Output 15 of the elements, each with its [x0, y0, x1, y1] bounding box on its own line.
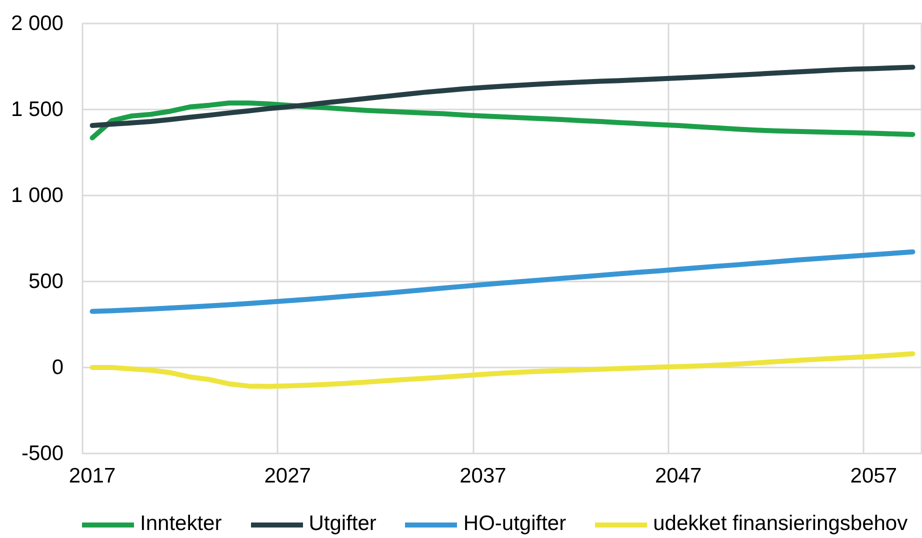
x-tick-label: 2027	[264, 464, 311, 488]
y-tick-label: -500	[21, 442, 64, 465]
y-tick-label: 500	[28, 270, 64, 293]
x-tick-label: 2017	[68, 464, 116, 488]
y-tick-label: 0	[52, 356, 64, 379]
y-tick-label: 1 500	[10, 98, 64, 121]
y-tick-label: 1 000	[10, 184, 64, 207]
legend-label: Utgifter	[308, 512, 376, 536]
legend-label: Inntekter	[140, 512, 222, 536]
y-tick-label: 2 000	[10, 12, 64, 35]
legend-label: udekket finansieringsbehov	[653, 512, 908, 536]
x-tick-label: 2057	[850, 464, 898, 488]
x-tick-label: 2037	[460, 464, 506, 488]
x-tick-label: 2047	[654, 464, 702, 488]
legend-label: HO-utgifter	[463, 512, 566, 536]
